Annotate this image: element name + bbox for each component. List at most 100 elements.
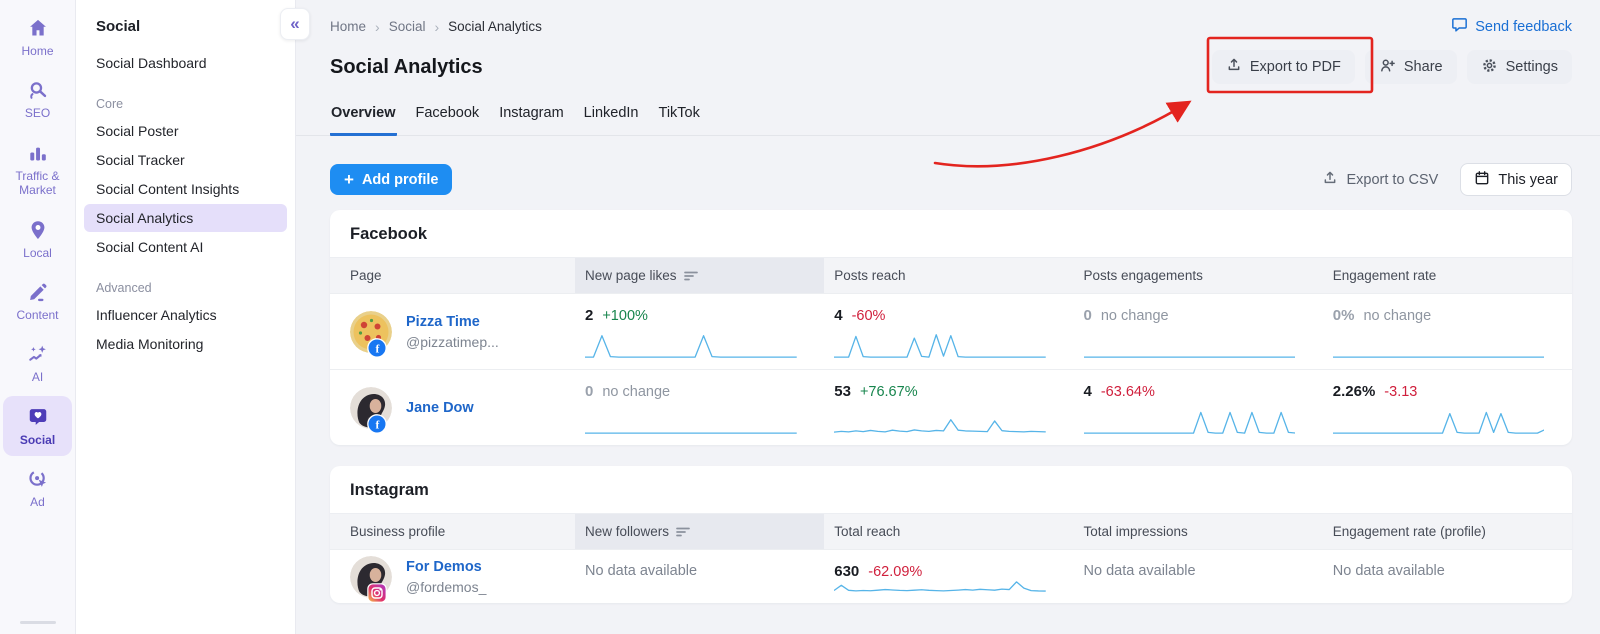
send-feedback-link[interactable]: Send feedback (1451, 16, 1572, 37)
trend-sparkline (1084, 331, 1296, 358)
trend-sparkline (834, 407, 1046, 434)
column-header-new-page-likes[interactable]: New page likes (575, 258, 825, 293)
tab-linkedin[interactable]: LinkedIn (583, 105, 639, 121)
export-csv-button[interactable]: Export to CSV (1322, 170, 1438, 190)
sidebar-item-social-content-insights[interactable]: Social Content Insights (96, 181, 240, 197)
sidebar-item-media-monitoring[interactable]: Media Monitoring (96, 336, 204, 352)
no-data-label: No data available (1332, 563, 1445, 579)
metric-value: 0% (1332, 307, 1355, 324)
column-header-engagement-rate: Engagement rate (1322, 258, 1572, 293)
chevrons-left-icon: « (290, 14, 300, 33)
ai-icon (28, 345, 46, 362)
toolbar: + Add profile Export to CSV This year (330, 163, 1572, 196)
column-header-engagement-rate-profile-: Engagement rate (profile) (1322, 514, 1572, 549)
no-data-label: No data available (1083, 563, 1196, 579)
settings-button[interactable]: Settings (1466, 50, 1572, 84)
chevron-right-icon: › (375, 18, 380, 35)
trend-sparkline (585, 407, 797, 434)
card-title: Instagram (330, 466, 1572, 514)
no-data-label: No data available (585, 563, 698, 579)
rail-item-traffic-market[interactable]: Traffic & Market (3, 132, 72, 207)
sidebar-item-social-content-ai[interactable]: Social Content AI (96, 239, 204, 255)
metric-value: 4 (834, 307, 843, 324)
instagram-card: Instagram Business profile New followers To… (330, 466, 1572, 603)
calendar-icon (1474, 170, 1490, 190)
chevron-right-icon: › (434, 18, 440, 35)
date-range-button[interactable]: This year (1460, 163, 1572, 196)
breadcrumb-item: Social Analytics (448, 19, 542, 34)
sidebar-item-social-dashboard[interactable]: Social Dashboard (96, 55, 207, 71)
metric-change: +100% (602, 308, 648, 324)
tab-bar: Overview Facebook Instagram LinkedIn TikTok (296, 105, 1600, 136)
avatar: f (350, 310, 392, 358)
column-header-total-reach: Total reach (824, 514, 1074, 549)
rail-item-local[interactable]: Local (3, 209, 72, 269)
rail-item-label: Social (19, 432, 56, 447)
metric-value: 0 (585, 383, 594, 400)
sidebar-item-influencer-analytics[interactable]: Influencer Analytics (96, 307, 217, 323)
sidebar-item-social-poster[interactable]: Social Poster (96, 123, 179, 139)
rail-item-social[interactable]: Social (3, 395, 72, 457)
rail-item-seo[interactable]: SEO (3, 69, 72, 129)
tab-tiktok[interactable]: TikTok (658, 105, 700, 121)
metric-cell: 4 -63.64% (1073, 369, 1323, 445)
share-button[interactable]: Share (1364, 50, 1457, 84)
rail-item-label: AI (31, 370, 44, 385)
metric-cell: No data available (575, 549, 825, 603)
profile-name-link[interactable]: Pizza Time (406, 314, 480, 330)
facebook-badge: f (367, 337, 387, 358)
rail-item-label: Content (16, 307, 59, 322)
trend-sparkline (1333, 331, 1545, 358)
breadcrumb-item[interactable]: Home (330, 19, 367, 34)
trend-sparkline (834, 331, 1046, 358)
metric-change: no change (602, 384, 671, 400)
rail-item-content[interactable]: Content (3, 271, 72, 331)
export-pdf-button[interactable]: Export to PDF (1211, 50, 1355, 84)
plus-icon: + (344, 170, 354, 189)
export-pdf-label: Export to PDF (1249, 59, 1341, 75)
tab-facebook[interactable]: Facebook (415, 105, 480, 121)
profile-name-link[interactable]: Jane Dow (406, 399, 474, 416)
profile-name-link[interactable]: For Demos (406, 559, 482, 575)
sidebar-item-social-tracker[interactable]: Social Tracker (96, 152, 185, 168)
overview-content: + Add profile Export to CSV This year Fa… (296, 136, 1600, 634)
date-range-label: This year (1498, 171, 1558, 188)
profile-handle: @fordemos_ (406, 579, 487, 595)
chat-bubble-icon (1451, 16, 1468, 37)
instagram-badge (367, 582, 387, 603)
column-header-page: Page (330, 258, 575, 293)
metric-value: 2 (585, 307, 594, 324)
column-header-new-followers[interactable]: New followers (575, 514, 825, 549)
sidebar-collapse-button[interactable]: « (280, 8, 310, 40)
column-header-posts-reach: Posts reach (824, 258, 1074, 293)
tab-overview[interactable]: Overview (330, 105, 397, 136)
tab-instagram[interactable]: Instagram (499, 105, 564, 121)
rail-item-label: Ad (30, 495, 45, 510)
rail-item-ai[interactable]: AI (3, 333, 72, 393)
gear-icon (1481, 57, 1498, 78)
metric-change: -62.09% (868, 564, 923, 580)
metric-cell: 630 -62.09% (824, 549, 1074, 603)
add-profile-button[interactable]: + Add profile (330, 164, 453, 195)
trend-sparkline (585, 331, 797, 358)
send-feedback-label: Send feedback (1475, 18, 1572, 35)
sidebar-sections: Core Social Poster Social Tracker Social Co… (76, 97, 295, 358)
settings-label: Settings (1505, 59, 1558, 75)
breadcrumb-item[interactable]: Social (388, 19, 426, 34)
profile-cell: f Pizza Time @pizzatimep... (330, 293, 575, 369)
profile-cell: f Jane Dow (330, 369, 575, 445)
export-csv-label: Export to CSV (1346, 171, 1439, 188)
add-profile-label: Add profile (361, 171, 439, 188)
rail-divider (19, 621, 56, 624)
rail-item-ad[interactable]: Ad (3, 458, 72, 518)
metric-change: no change (1363, 308, 1432, 324)
avatar (350, 555, 392, 603)
metric-value: 630 (834, 563, 860, 580)
rail-item-label: SEO (24, 106, 51, 121)
metric-cell: 0 no change (575, 369, 825, 445)
sidebar-item-social-analytics[interactable]: Social Analytics (84, 204, 287, 232)
metric-value: 2.26% (1332, 383, 1376, 400)
main-content: Home › Social › Social Analytics Send feedba… (296, 0, 1600, 634)
home-icon (29, 19, 46, 36)
rail-item-home[interactable]: Home (3, 7, 72, 67)
